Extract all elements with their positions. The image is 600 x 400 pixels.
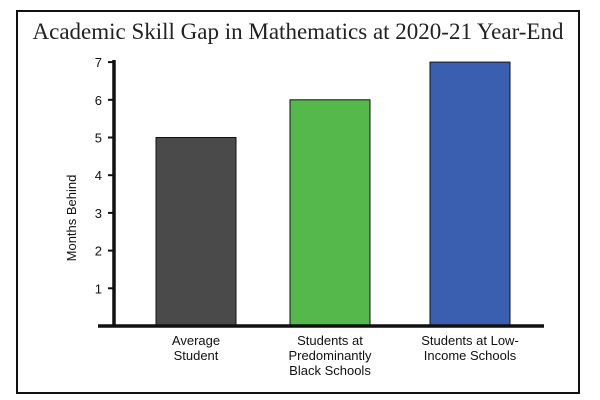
category-label-line: Students at Low- [421,333,519,348]
category-label-line: Black Schools [289,363,371,378]
y-tick-label: 5 [95,131,102,146]
y-tick-label: 1 [95,281,102,296]
category-label-line: Student [174,348,219,363]
category-label: Students at Predominantly Black Schools [288,333,372,378]
y-tick-label: 4 [95,168,102,183]
y-axis-label: Months Behind [64,175,79,262]
y-tick-label: 6 [95,93,102,108]
bar-chart: 1 2 3 4 5 6 7 Average Student Students at Predomi… [64,55,544,378]
bars-group [155,61,511,327]
category-label-line: Average [172,333,220,348]
y-tick-label: 7 [95,55,102,70]
y-tick-label: 3 [95,206,102,221]
x-categories-group: Average Student Students at Predominantly Bl… [172,333,519,378]
y-ticks-group: 1 2 3 4 5 6 7 [95,55,114,296]
chart-title: Academic Skill Gap in Mathematics at 202… [32,19,564,44]
bar-2 [289,99,371,327]
y-tick-label: 2 [95,244,102,259]
category-label-line: Predominantly [288,348,372,363]
category-label-line: Students at [297,333,363,348]
category-label: Average Student [172,333,220,363]
bar-3 [429,61,511,327]
category-label: Students at Low-Income Schools [421,333,519,363]
chart-frame: Academic Skill Gap in Mathematics at 202… [16,10,580,394]
bar-1 [155,137,237,327]
category-label-line: Income Schools [424,348,517,363]
